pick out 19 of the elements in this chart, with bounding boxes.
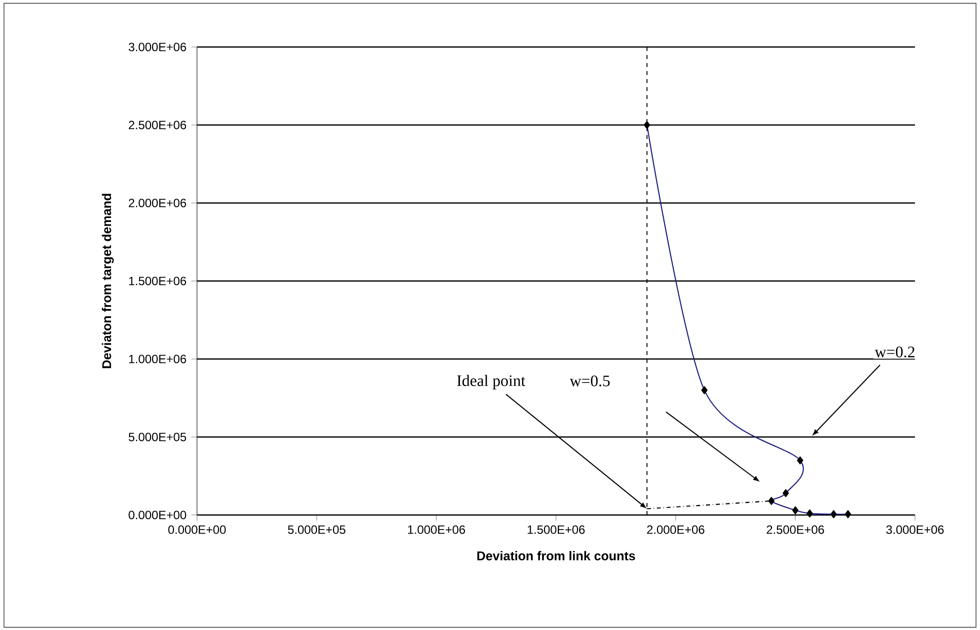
annotation: Ideal point	[457, 374, 526, 390]
y-axis-title: Deviaton from target demand	[102, 194, 114, 368]
x-tick-label: 1.500E+06	[528, 525, 585, 534]
y-tick-label: 3.000E+06	[128, 42, 186, 52]
x-axis-title: Deviation from link counts	[477, 551, 636, 560]
y-tick-label: 2.000E+06	[128, 198, 186, 208]
x-tick-label: 3.000E+06	[886, 525, 944, 534]
y-tick-label: 1.500E+06	[129, 276, 186, 286]
x-tick-label: 1.000E+06	[408, 525, 465, 534]
y-tick-label: 0.000E+00	[128, 510, 186, 520]
x-tick-label: 2.000E+06	[647, 525, 704, 534]
y-tick-label: 1.000E+06	[129, 354, 186, 364]
x-tick-label: 2.500E+06	[766, 525, 824, 534]
x-tick-label: 0.000E+00	[168, 525, 226, 534]
annotation: w=0.5	[570, 376, 610, 386]
x-tick-label: 5.000E+05	[288, 525, 346, 534]
y-tick-label: 5.000E+05	[128, 432, 186, 442]
annotation: w=0.2	[874, 346, 914, 358]
y-tick-label: 2.500E+06	[128, 120, 186, 130]
